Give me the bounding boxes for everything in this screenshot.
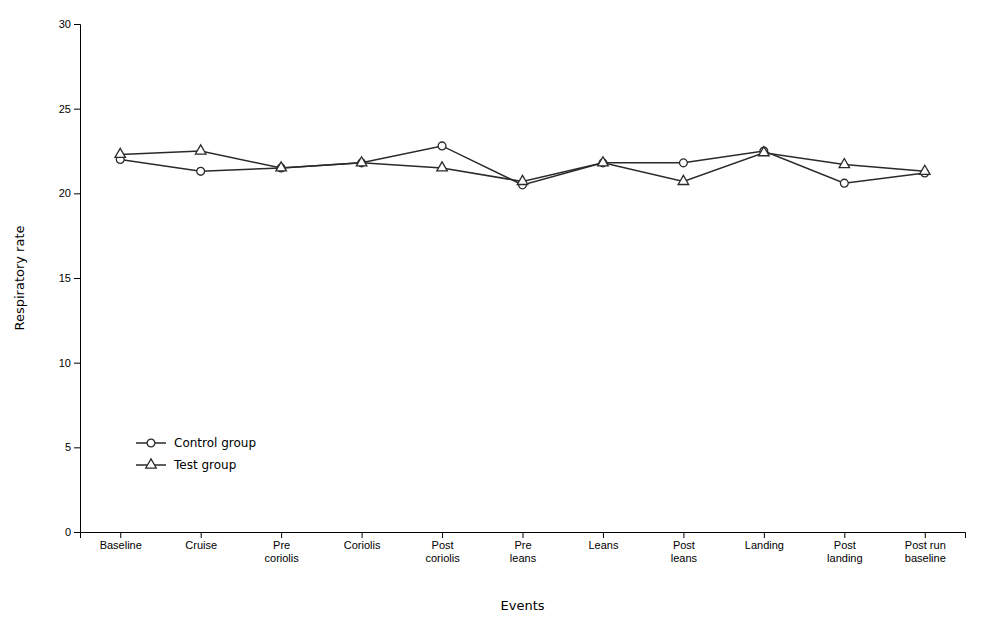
- plot: Baseline Cruise Precoriolis Coriolis Postcor…: [59, 18, 966, 564]
- x-tick: Coriolis: [344, 532, 381, 551]
- x-tick: Precoriolis: [265, 532, 300, 564]
- legend-label: Control group: [174, 436, 256, 450]
- y-tick-mark: [74, 447, 80, 448]
- y-tick-label: 10: [59, 357, 71, 369]
- series-point: [356, 157, 367, 166]
- series-line: [120, 146, 925, 185]
- x-axis-line: [81, 533, 966, 539]
- y-tick: 5: [65, 441, 80, 453]
- legend-label: Test group: [173, 458, 236, 472]
- x-tick-label: Baseline: [100, 539, 142, 551]
- legend: Control group Test group: [136, 436, 256, 472]
- legend-item: Control group: [136, 436, 256, 450]
- x-tick-label: Postlanding: [827, 539, 862, 564]
- y-tick-mark: [74, 24, 80, 25]
- y-tick-mark: [74, 363, 80, 364]
- series-point: [115, 148, 126, 157]
- series-point: [678, 175, 689, 184]
- x-tick-mark: [523, 532, 524, 538]
- y-tick: 25: [59, 103, 80, 115]
- x-tick-mark: [844, 532, 845, 538]
- chart: Baseline Cruise Precoriolis Coriolis Postcor…: [0, 0, 989, 628]
- y-tick-mark: [74, 278, 80, 279]
- y-tick-mark: [74, 193, 80, 194]
- x-tick: Postcoriolis: [425, 532, 460, 564]
- x-tick: Leans: [588, 532, 618, 551]
- y-tick-label: 30: [59, 18, 71, 30]
- series-point: [276, 162, 287, 171]
- marks: [115, 142, 930, 189]
- series-point: [759, 147, 770, 156]
- x-tick-mark: [362, 532, 363, 538]
- y-axis: 0 5 10 15 20 25 30: [59, 18, 81, 538]
- y-tick: 20: [59, 187, 80, 199]
- legend-item: Test group: [136, 458, 236, 472]
- series-point: [517, 175, 528, 184]
- x-tick-label: Cruise: [185, 539, 217, 551]
- x-tick: Cruise: [185, 532, 217, 551]
- y-tick-label: 0: [65, 526, 71, 538]
- y-tick: 15: [59, 272, 80, 284]
- y-tick: 10: [59, 357, 80, 369]
- y-tick-mark: [74, 109, 80, 110]
- x-tick-mark: [925, 532, 926, 538]
- x-tick-label: Landing: [745, 539, 784, 551]
- x-tick: Postleans: [671, 532, 698, 564]
- x-tick: Post runbaseline: [905, 532, 946, 564]
- series-point: [195, 145, 206, 154]
- series-point: [839, 158, 850, 167]
- series-point: [438, 142, 446, 150]
- y-axis-line: [74, 25, 81, 533]
- x-tick-mark: [201, 532, 202, 538]
- legend-symbol: [147, 439, 155, 447]
- x-tick: Preleans: [510, 532, 537, 564]
- y-tick-label: 15: [59, 272, 71, 284]
- x-axis-title: Events: [500, 598, 544, 613]
- series-point: [598, 157, 609, 166]
- series-point: [680, 159, 688, 167]
- y-tick-label: 25: [59, 103, 71, 115]
- x-tick-mark: [683, 532, 684, 538]
- x-tick-label: Preleans: [510, 539, 537, 564]
- y-axis-title: Respiratory rate: [12, 225, 27, 330]
- x-tick-mark: [120, 532, 121, 538]
- x-tick: Postlanding: [827, 532, 862, 564]
- x-tick: Baseline: [100, 532, 142, 551]
- y-tick-label: 20: [59, 187, 71, 199]
- x-tick-label: Coriolis: [344, 539, 381, 551]
- series-point: [920, 165, 931, 174]
- series-point: [437, 162, 448, 171]
- legend-symbol: [146, 459, 157, 468]
- x-tick-label: Precoriolis: [265, 539, 300, 564]
- x-axis: Baseline Cruise Precoriolis Coriolis Postcor…: [81, 532, 966, 564]
- x-tick-mark: [764, 532, 765, 538]
- x-tick-label: Post runbaseline: [905, 539, 946, 564]
- y-tick-mark: [74, 532, 80, 533]
- x-tick: Landing: [745, 532, 784, 551]
- x-tick-label: Leans: [588, 539, 618, 551]
- x-tick-mark: [603, 532, 604, 538]
- series-point: [197, 167, 205, 175]
- x-tick-label: Postleans: [671, 539, 698, 564]
- x-tick-label: Postcoriolis: [425, 539, 460, 564]
- x-tick-mark: [442, 532, 443, 538]
- y-tick-label: 5: [65, 441, 71, 453]
- series-point: [840, 179, 848, 187]
- y-tick: 30: [59, 18, 80, 30]
- x-tick-mark: [281, 532, 282, 538]
- y-tick: 0: [65, 526, 80, 538]
